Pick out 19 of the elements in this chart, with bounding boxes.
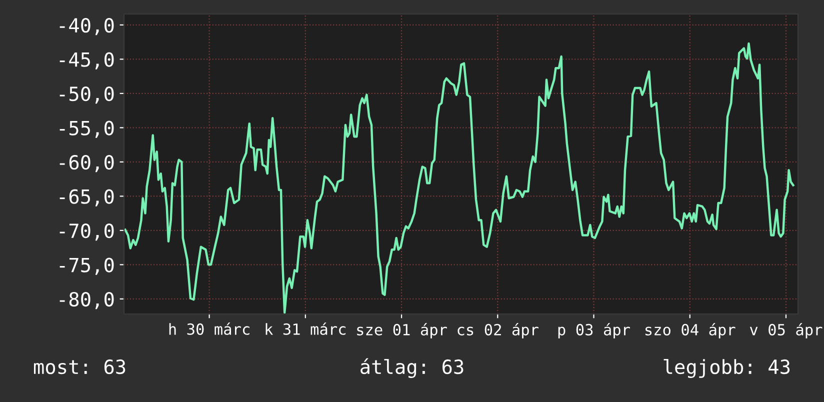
x-tick-label: v 05 ápr	[750, 323, 822, 338]
x-tick-label: cs 02 ápr	[458, 323, 538, 338]
y-tick-label: -80,0	[60, 292, 114, 310]
y-tick-label: -50,0	[60, 86, 114, 104]
text: legjobb: 43	[664, 358, 790, 378]
y-tick-label: -65,0	[60, 189, 114, 206]
x-tick-label: szo 04 ápr	[645, 323, 736, 338]
y-tick-label: -45,0	[60, 52, 114, 70]
y-tick-label: -40,0	[60, 18, 114, 36]
text: most: 63	[34, 359, 126, 374]
y-tick-label: -75,0	[60, 258, 114, 275]
y-tick-label: -60,0	[60, 154, 114, 172]
x-tick-label: sze 01 ápr	[357, 323, 447, 338]
x-tick-label: k 31 márc	[266, 322, 346, 335]
y-tick-label: -70,0	[60, 223, 114, 241]
text: átlag: 63	[360, 358, 464, 378]
x-tick-label: p 03 ápr	[558, 323, 630, 338]
x-tick-label: h 30 márc	[169, 322, 250, 335]
y-tick-label: -55,0	[60, 120, 114, 138]
